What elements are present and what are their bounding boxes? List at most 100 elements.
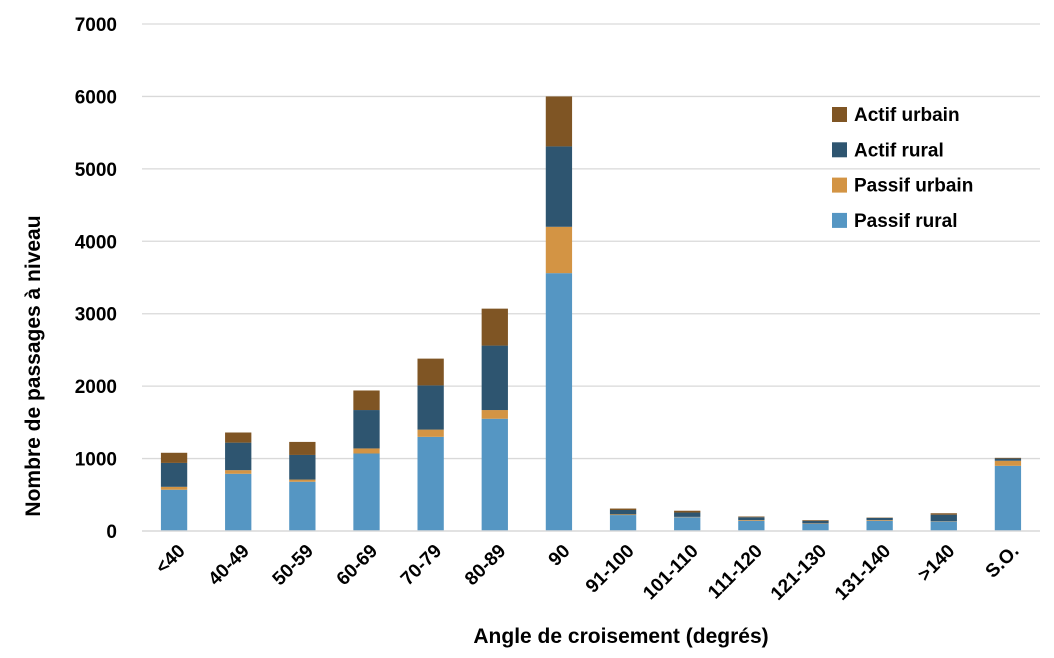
x-tick-label: 80-89 — [461, 541, 510, 590]
bar-segment — [417, 385, 444, 430]
bars — [160, 96, 1022, 531]
bar-stack — [674, 510, 701, 531]
bar-stack — [417, 358, 444, 531]
bar-segment — [930, 513, 957, 515]
bar-segment — [866, 520, 893, 521]
bar-segment — [289, 441, 316, 455]
bar-stack — [289, 441, 316, 531]
x-tick-label: S.O. — [982, 541, 1024, 583]
bar-stack — [160, 452, 188, 531]
legend-item: Passif urbain — [832, 176, 973, 197]
bar-segment — [738, 520, 765, 531]
bar-segment — [609, 509, 637, 515]
bar-segment — [994, 457, 1022, 459]
bar-segment — [930, 514, 957, 522]
bar-segment — [609, 508, 637, 510]
bar-segment — [225, 470, 252, 474]
bar-segment — [609, 514, 637, 516]
legend-swatch — [832, 142, 847, 158]
bar-segment — [353, 448, 380, 454]
bar-segment — [225, 442, 252, 471]
bar-segment — [417, 429, 444, 437]
bar-stack — [866, 517, 893, 531]
y-tick-label: 4000 — [75, 232, 117, 253]
bar-segment — [225, 432, 252, 443]
bar-segment — [481, 345, 508, 411]
bar-segment — [738, 516, 765, 518]
bar-segment — [674, 510, 701, 513]
bar-segment — [609, 515, 637, 531]
bar-segment — [353, 390, 380, 411]
bar-stack — [609, 508, 637, 531]
x-tick-label: 111-120 — [704, 541, 767, 604]
y-tick-label: 0 — [106, 522, 117, 543]
bar-segment — [160, 452, 188, 463]
x-tick-label: 90 — [545, 541, 575, 571]
bar-segment — [994, 460, 1022, 466]
bar-stack — [930, 513, 957, 531]
bar-segment — [545, 226, 573, 274]
bar-segment — [802, 523, 829, 531]
bar-segment — [160, 489, 188, 531]
bar-segment — [866, 520, 893, 531]
bar-stack — [353, 390, 380, 531]
y-tick-label: 5000 — [75, 160, 117, 181]
bar-stack — [545, 96, 573, 531]
legend-swatch — [832, 107, 847, 122]
y-tick-label: 7000 — [75, 15, 117, 36]
bar-segment — [481, 410, 508, 419]
bar-segment — [289, 454, 316, 480]
bar-segment — [481, 418, 508, 531]
bar-segment — [738, 517, 765, 521]
bar-segment — [545, 146, 573, 227]
x-tick-label: 101-110 — [639, 541, 702, 604]
bar-stack — [481, 308, 508, 531]
x-axis-ticks: <40 40-49 50-59 60-69 70-79 80-89 90 91-100 101-… — [152, 541, 1023, 605]
legend-label: Passif rural — [854, 211, 958, 232]
bar-segment — [353, 410, 380, 449]
bar-segment — [674, 512, 701, 517]
bar-segment — [545, 96, 573, 147]
bar-segment — [160, 486, 188, 490]
legend-label: Actif rural — [854, 140, 944, 161]
bar-segment — [160, 462, 188, 487]
legend: Actif urbain Actif rural Passif urbain Pass… — [832, 105, 973, 232]
bar-segment — [930, 521, 957, 531]
x-tick-label: 91-100 — [582, 541, 639, 598]
bar-segment — [802, 520, 829, 524]
x-tick-label: 60-69 — [333, 541, 382, 590]
bar-segment — [866, 517, 893, 521]
legend-item: Actif urbain — [832, 105, 960, 126]
x-tick-label: <40 — [152, 541, 190, 579]
bar-segment — [417, 436, 444, 531]
y-tick-label: 3000 — [75, 305, 117, 326]
bar-segment — [994, 458, 1022, 461]
bar-segment — [353, 453, 380, 531]
bar-segment — [289, 481, 316, 531]
bar-stack — [225, 432, 252, 531]
bar-segment — [994, 465, 1022, 531]
gridlines — [142, 23, 1040, 460]
bar-segment — [802, 520, 829, 521]
bar-segment — [674, 517, 701, 531]
bar-segment — [738, 520, 765, 521]
legend-swatch — [832, 177, 847, 193]
legend-item: Passif rural — [832, 211, 958, 232]
y-axis-title: Nombre de passages à niveau — [22, 215, 45, 516]
x-tick-label: 50-59 — [269, 541, 318, 590]
x-axis-title: Angle de croisement (degrés) — [473, 625, 768, 648]
bar-stack — [738, 516, 765, 531]
legend-swatch — [832, 212, 847, 228]
bar-stack — [802, 520, 829, 531]
x-tick-label: 131-140 — [831, 541, 895, 605]
bar-segment — [225, 473, 252, 531]
bar-segment — [481, 308, 508, 346]
legend-label: Actif urbain — [854, 105, 960, 126]
x-tick-label: 70-79 — [397, 541, 446, 590]
x-tick-label: >140 — [914, 541, 959, 586]
y-tick-label: 2000 — [75, 377, 117, 398]
bar-segment — [545, 273, 573, 531]
x-tick-label: 121-130 — [767, 541, 831, 605]
y-tick-label: 1000 — [75, 450, 117, 471]
bar-stack — [994, 457, 1022, 531]
